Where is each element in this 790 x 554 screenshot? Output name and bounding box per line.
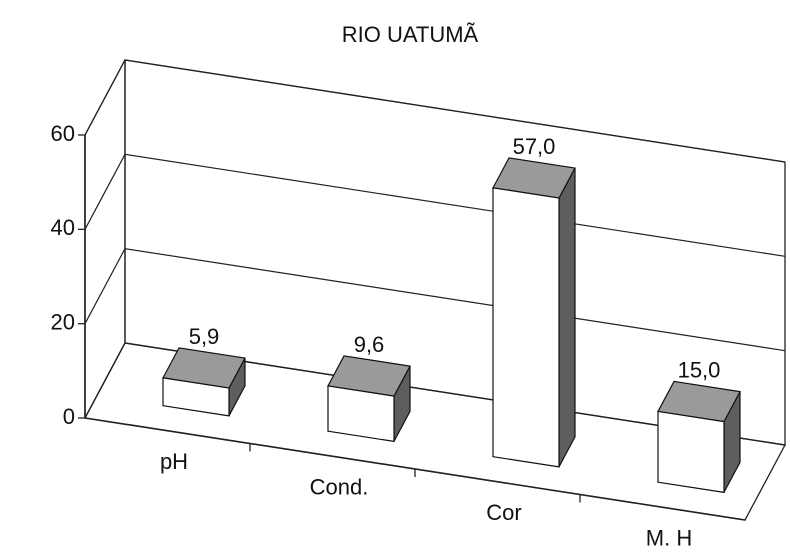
left-wall: [84, 59, 126, 419]
x-tick-label: Cond.: [310, 475, 369, 500]
bar: [162, 377, 230, 417]
chart-title: RIO UATUMÃ: [342, 22, 479, 47]
y-tick-label: 60: [51, 121, 75, 146]
value-label: 15,0: [678, 357, 721, 382]
bar-side: [558, 167, 576, 468]
grid-line: [84, 153, 786, 257]
value-label: 5,9: [189, 324, 220, 349]
grid-line: [84, 59, 786, 163]
bar: [492, 187, 560, 468]
y-tick-label: 0: [63, 404, 75, 429]
y-tick-label: 20: [51, 309, 75, 334]
y-tick-label: 40: [51, 215, 75, 240]
bar: [657, 410, 725, 494]
value-label: 57,0: [513, 134, 556, 159]
x-tick-label: Cor: [486, 500, 521, 525]
bar: [327, 385, 395, 443]
value-label: 9,6: [354, 332, 385, 357]
x-tick-label: pH: [160, 449, 188, 474]
x-tick-label: M. H: [646, 526, 692, 551]
x-axis: [84, 417, 746, 521]
